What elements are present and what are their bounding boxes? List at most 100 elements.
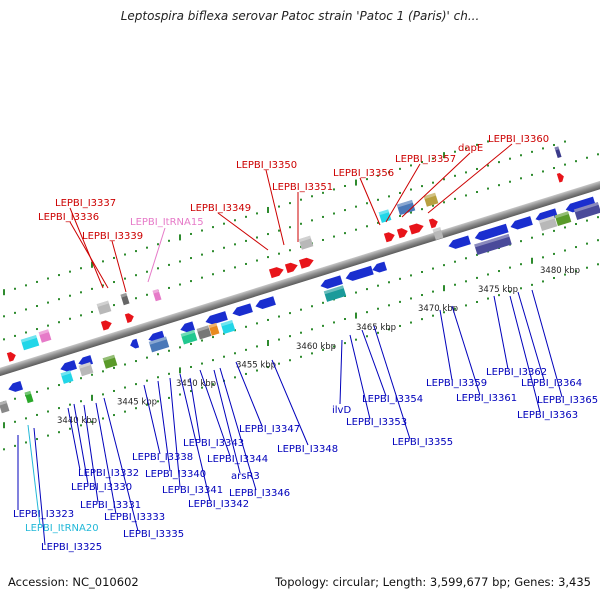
tick-dot: [190, 257, 192, 260]
feature-box: [423, 192, 439, 207]
tick-dot: [91, 287, 93, 290]
tick-dot: [201, 362, 203, 365]
gene-label-LEPBI_I3365[interactable]: LEPBI_I3365: [537, 395, 598, 406]
forward-gene-arrow: [556, 172, 564, 183]
leader-line: [373, 325, 411, 440]
gene-label-LEPBI_I3351[interactable]: LEPBI_I3351: [272, 182, 333, 193]
gene-label-LEPBI_I3347[interactable]: LEPBI_I3347: [239, 424, 300, 435]
feature-rect: [152, 288, 162, 302]
scale-label: 3465 kbp: [356, 323, 396, 333]
tick-dot: [454, 150, 456, 153]
tick-mark: [443, 152, 445, 159]
reverse-gene-arrow: [205, 311, 228, 325]
gene-label-LEPBI_I3346[interactable]: LEPBI_I3346: [229, 488, 290, 499]
gene-shape: [6, 351, 16, 362]
tick-dot: [377, 284, 379, 287]
gene-label-LEPBI_I3361[interactable]: LEPBI_I3361: [456, 393, 517, 404]
gene-label-LEPBI_I3354[interactable]: LEPBI_I3354: [362, 394, 423, 405]
tick-dot: [289, 226, 291, 229]
tick-dot: [256, 322, 258, 325]
forward-gene-arrow: [408, 223, 424, 235]
tick-dot: [58, 384, 60, 387]
gene-label-LEPBI_I3344[interactable]: LEPBI_I3344: [207, 454, 268, 465]
reverse-gene-arrow: [448, 235, 471, 249]
gene-label-LEPBI_I3359[interactable]: LEPBI_I3359: [426, 378, 487, 389]
tick-dot: [157, 267, 159, 270]
leader-line: [143, 384, 161, 455]
tick-dot: [234, 376, 236, 379]
feature-box: [220, 319, 236, 335]
gene-label-LEPBI_I3341[interactable]: LEPBI_I3341: [162, 485, 223, 496]
gene-label-LEPBI_I3342[interactable]: LEPBI_I3342: [188, 499, 249, 510]
feature-shine: [180, 329, 195, 337]
gene-label-LEPBI_I3353[interactable]: LEPBI_I3353: [346, 417, 407, 428]
feature-shine: [20, 335, 37, 343]
gene-label-LEPBI_I3356[interactable]: LEPBI_I3356: [333, 168, 394, 179]
gene-shape: [124, 313, 134, 323]
tick-dot: [14, 334, 16, 337]
tick-mark: [3, 289, 5, 296]
tick-dot: [454, 260, 456, 263]
gene-label-LEPBI_I3340[interactable]: LEPBI_I3340: [145, 469, 206, 480]
tick-dot: [432, 267, 434, 270]
gene-label-LEPBI_I3355[interactable]: LEPBI_I3355: [392, 437, 453, 448]
reverse-gene-arrow: [130, 338, 140, 349]
gene-label-ilvD[interactable]: ilvD: [332, 405, 351, 416]
tick-dot: [421, 294, 423, 297]
gene-label-LEPBI_I3338[interactable]: LEPBI_I3338: [132, 452, 193, 463]
tick-dot: [190, 280, 192, 283]
gene-label-LEPBI_I3339[interactable]: LEPBI_I3339: [82, 231, 143, 242]
leader-line: [427, 143, 513, 214]
gene-label-LEPBI_I3348[interactable]: LEPBI_I3348: [277, 444, 338, 455]
leader-line: [361, 329, 387, 397]
gene-label-LEPBI_I3332[interactable]: LEPBI_I3332: [78, 468, 139, 479]
feature-shine: [120, 292, 128, 298]
gene-label-LEPBI_I3325[interactable]: LEPBI_I3325: [41, 542, 102, 553]
gene-label-LEPBI_I3337[interactable]: LEPBI_I3337: [55, 198, 116, 209]
gene-label-LEPBI_I3335[interactable]: LEPBI_I3335: [123, 529, 184, 540]
leader-line: [271, 359, 309, 446]
reverse-gene-arrow: [345, 265, 374, 281]
gene-label-LEPBI_ItRNA15[interactable]: LEPBI_ItRNA15: [130, 217, 204, 228]
feature-shine: [554, 211, 569, 219]
gene-label-LEPBI_I3336[interactable]: LEPBI_I3336: [38, 212, 99, 223]
tick-dot: [542, 147, 544, 150]
gene-label-LEPBI_I3364[interactable]: LEPBI_I3364: [521, 378, 582, 389]
gene-label-dapE[interactable]: dapE: [458, 143, 483, 154]
tick-dot: [399, 214, 401, 217]
tick-dot: [190, 365, 192, 368]
gene-label-LEPBI_I3349[interactable]: LEPBI_I3349: [190, 203, 251, 214]
tick-dot: [520, 287, 522, 290]
tick-dot: [586, 266, 588, 269]
tick-dot: [355, 228, 357, 231]
chromosome-backbone: [0, 173, 600, 384]
tick-dot: [322, 324, 324, 327]
gene-label-LEPBI_I3323[interactable]: LEPBI_I3323: [13, 509, 74, 520]
gene-label-LEPBI_ItRNA20[interactable]: LEPBI_ItRNA20: [25, 523, 99, 534]
tick-dot: [157, 376, 159, 379]
gene-label-LEPBI_I3357[interactable]: LEPBI_I3357: [395, 154, 456, 165]
tick-dot: [113, 256, 115, 259]
gene-label-LEPBI_I3333[interactable]: LEPBI_I3333: [104, 512, 165, 523]
gene-shape: [474, 223, 509, 241]
tick-dot: [509, 180, 511, 183]
gene-label-LEPBI_I3343[interactable]: LEPBI_I3343: [183, 438, 244, 449]
feature-box: [60, 370, 74, 384]
tick-dot: [102, 284, 104, 287]
gene-label-arsR3[interactable]: arsR3: [231, 471, 260, 482]
tick-dot: [135, 250, 137, 253]
gene-label-LEPBI_I3331[interactable]: LEPBI_I3331: [80, 500, 141, 511]
tick-dot: [278, 338, 280, 341]
gene-label-LEPBI_I3350[interactable]: LEPBI_I3350: [236, 160, 297, 171]
tick-dot: [410, 164, 412, 167]
tick-dot: [421, 208, 423, 211]
gene-label-LEPBI_I3362[interactable]: LEPBI_I3362: [486, 367, 547, 378]
reverse-gene-arrow: [372, 261, 388, 273]
gene-label-LEPBI_I3360[interactable]: LEPBI_I3360: [488, 134, 549, 145]
gene-label-LEPBI_I3363[interactable]: LEPBI_I3363: [517, 410, 578, 421]
tick-dot: [146, 403, 148, 406]
gene-label-LEPBI_I3330[interactable]: LEPBI_I3330: [71, 482, 132, 493]
tick-dot: [454, 283, 456, 286]
tick-dot: [289, 249, 291, 252]
